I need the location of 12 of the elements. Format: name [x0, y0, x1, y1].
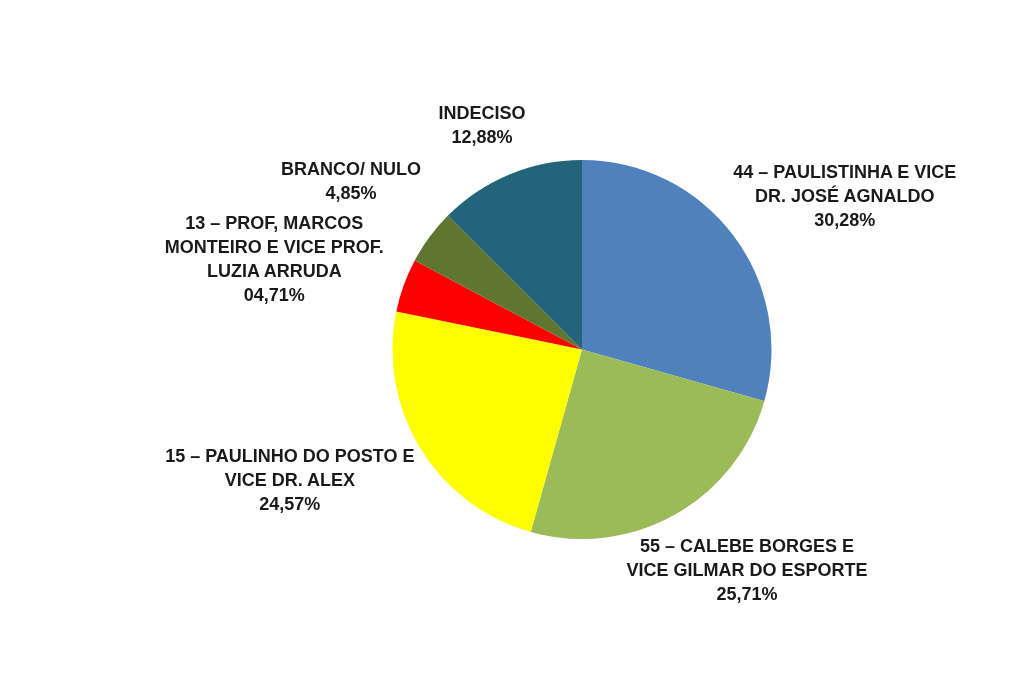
data-label: 04,71% — [243, 284, 305, 305]
slice-label: 13 – PROF, MARCOS MONTEIRO E VICE PROF. LUZIA ARRUDA — [164, 212, 384, 281]
data-label: 30,28% — [814, 209, 876, 230]
slice-label: BRANCO/ NULO — [280, 158, 421, 179]
data-label: 4,85% — [325, 182, 377, 203]
data-label: 12,88% — [451, 127, 513, 148]
slice-label: 15 – PAULINHO DO POSTO E VICE DR. ALEX — [165, 446, 415, 491]
slice-label: 44 – PAULISTINHA E VICE DR. JOSÉ AGNALDO — [733, 161, 957, 206]
data-label: 24,57% — [259, 494, 321, 515]
slice-label: INDECISO — [438, 103, 526, 124]
data-label: 25,71% — [716, 583, 778, 604]
slice-label: 55 – CALEBE BORGES E VICE GILMAR DO ESPORTE — [626, 535, 868, 580]
